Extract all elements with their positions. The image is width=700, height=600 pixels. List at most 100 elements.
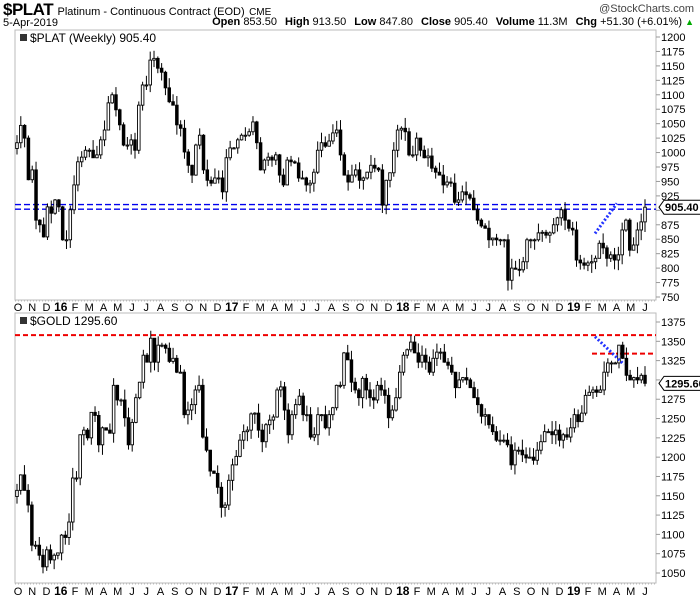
candle-up: [420, 354, 424, 363]
candle-up: [186, 409, 190, 416]
candle-up: [632, 377, 636, 381]
candle-up: [331, 132, 335, 142]
candle-down: [108, 429, 112, 434]
candle-down: [258, 142, 263, 171]
y-tick-label: 1350: [661, 336, 685, 348]
x-tick-label: F: [414, 302, 421, 314]
candle-up: [401, 354, 406, 373]
candle-down: [567, 219, 571, 229]
candle-up: [411, 154, 415, 157]
candle-up: [245, 429, 250, 433]
candle-up: [521, 261, 525, 271]
candle-up: [59, 534, 64, 554]
x-tick-label: O: [14, 586, 23, 598]
x-tick-label: 17: [225, 584, 239, 598]
x-tick-label: 19: [567, 300, 581, 314]
high-value: 913.50: [312, 16, 347, 28]
y-tick-label: 950: [661, 176, 679, 188]
candle-up: [554, 429, 558, 436]
candle-down: [509, 444, 513, 466]
candle-up: [513, 449, 517, 466]
candle-up: [528, 456, 532, 459]
candle-up: [591, 389, 595, 393]
candle-down: [121, 124, 126, 146]
description: Platinum - Continuous Contract (EOD): [57, 6, 245, 18]
candle-down: [452, 182, 457, 203]
y-tick-label: 1100: [661, 90, 685, 102]
candle-up: [327, 414, 331, 429]
volume-value: 11.3M: [537, 16, 568, 28]
candle-down: [115, 384, 120, 401]
chart-header: $PLAT Platinum - Continuous Contract (EO…: [3, 0, 271, 20]
y-tick-label: 1025: [661, 133, 685, 145]
candle-up: [334, 129, 339, 134]
candle-up: [316, 414, 320, 436]
volume-label: Volume: [495, 16, 535, 28]
candle-down: [487, 227, 491, 241]
candle-up: [361, 177, 366, 181]
y-tick-label: 1200: [661, 452, 685, 464]
candle-down: [416, 352, 421, 363]
candle-down: [353, 381, 357, 391]
candle-up: [247, 131, 251, 136]
candle-down: [293, 161, 297, 164]
candle-up: [216, 177, 221, 180]
x-tick-label: O: [356, 586, 365, 598]
x-tick-label: J: [144, 302, 150, 314]
x-tick-label: M: [256, 302, 265, 314]
candle-down: [464, 377, 469, 381]
candle-down: [407, 131, 411, 156]
x-tick-label: 17: [225, 300, 239, 314]
candle-up: [502, 239, 506, 242]
candle-up: [643, 206, 647, 223]
candle-up: [243, 134, 248, 137]
candle-up: [360, 377, 365, 399]
x-tick-label: J: [315, 302, 321, 314]
candle-down: [85, 429, 90, 439]
x-tick-label: M: [113, 586, 122, 598]
candle-up: [238, 439, 242, 457]
candle-down: [49, 206, 54, 214]
panel-title-platinum: $PLAT (Weekly) 905.40: [30, 31, 156, 45]
x-tick-label: A: [442, 586, 450, 598]
x-tick-label: O: [185, 302, 194, 314]
x-tick-label: S: [342, 302, 349, 314]
candle-down: [422, 149, 426, 159]
candle-up: [369, 164, 373, 173]
candle-up: [572, 414, 577, 429]
candle-down: [345, 352, 350, 361]
last-price-tag: [658, 375, 700, 391]
candle-up: [224, 157, 229, 193]
x-tick-label: J: [642, 586, 648, 598]
candle-down: [57, 199, 61, 208]
candle-down: [624, 357, 629, 376]
candle-up: [19, 124, 23, 144]
candle-down: [576, 414, 580, 423]
y-tick-label: 1175: [661, 46, 685, 58]
x-tick-label: A: [499, 586, 507, 598]
candle-down: [277, 154, 282, 176]
last-price-label: 1295.60: [665, 378, 700, 390]
candle-down: [156, 57, 160, 69]
candle-down: [175, 104, 179, 126]
candle-down: [449, 181, 453, 184]
candle-up: [308, 182, 312, 186]
candle-down: [152, 337, 157, 363]
candle-up: [597, 242, 602, 259]
candle-up: [144, 84, 149, 87]
candle-up: [460, 191, 465, 201]
candle-up: [262, 159, 267, 171]
candle-up: [189, 404, 194, 411]
candle-down: [524, 454, 528, 459]
candle-up: [532, 239, 537, 242]
x-tick-label: F: [585, 302, 592, 314]
x-tick-label: F: [72, 586, 79, 598]
candle-down: [97, 414, 101, 446]
brand-link[interactable]: @StockCharts.com: [599, 3, 694, 15]
candle-up: [293, 404, 298, 416]
candle-up: [178, 371, 183, 374]
candle-up: [334, 384, 339, 409]
candle-up: [613, 362, 618, 365]
candle-down: [301, 395, 305, 416]
y-tick-label: 1100: [661, 529, 685, 541]
